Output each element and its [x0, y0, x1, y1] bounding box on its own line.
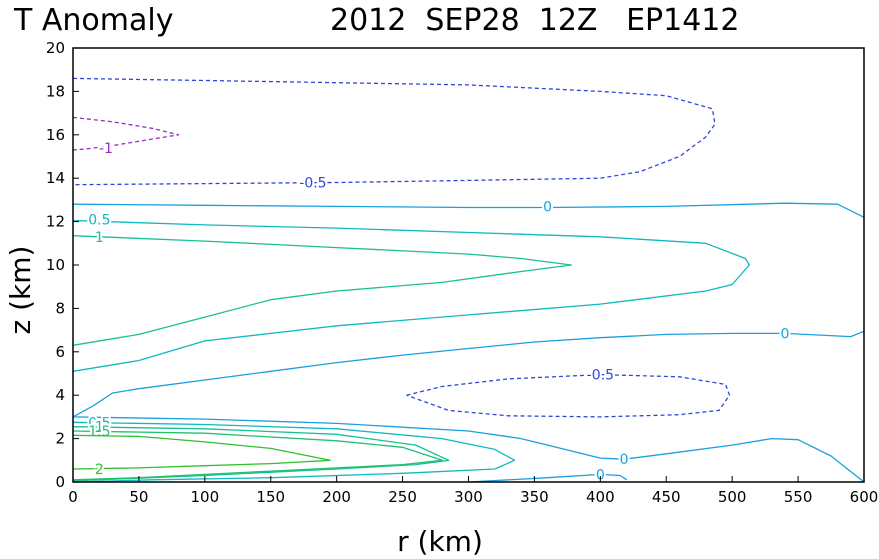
contour-line — [72, 219, 750, 372]
y-tick-label: 10 — [46, 256, 65, 274]
contour-label: 0 — [620, 452, 629, 468]
x-tick-label: 50 — [129, 488, 148, 506]
title-right: 2012 SEP28 12Z EP1412 — [330, 3, 739, 38]
contour-label: 0 — [780, 326, 789, 342]
contour-line — [72, 430, 443, 481]
contour-line — [72, 77, 716, 186]
contour-label: 1 — [95, 420, 104, 436]
contour-label: 1 — [95, 230, 104, 246]
contour-line — [406, 373, 731, 418]
x-axis-label: r (km) — [397, 525, 483, 558]
contour-line — [72, 116, 180, 151]
x-tick-label: 450 — [652, 488, 681, 506]
y-axis-ticks: 0 2 4 6 8 10 12 14 16 18 20 — [46, 39, 79, 491]
contour-line — [72, 416, 865, 483]
x-tick-label: 300 — [454, 488, 483, 506]
title-left: T Anomaly — [13, 3, 173, 38]
contour-label: -0.5 — [299, 176, 326, 192]
y-tick-label: 18 — [46, 82, 65, 100]
x-tick-label: 400 — [586, 488, 615, 506]
x-tick-label: 550 — [784, 488, 813, 506]
y-tick-label: 8 — [55, 299, 65, 317]
y-tick-label: 12 — [46, 213, 65, 231]
plot-frame — [72, 47, 865, 483]
contour-line — [468, 473, 628, 483]
y-tick-label: 0 — [55, 473, 65, 491]
x-tick-label: 200 — [322, 488, 351, 506]
x-tick-label: 500 — [718, 488, 747, 506]
x-tick-label: 350 — [520, 488, 549, 506]
y-tick-label: 20 — [46, 39, 65, 57]
y-tick-label: 16 — [46, 126, 65, 144]
contour-line — [72, 330, 865, 418]
contour-label: -1 — [99, 141, 113, 157]
contour-label: 0.5 — [88, 212, 110, 228]
x-tick-label: 150 — [256, 488, 285, 506]
x-axis-ticks: 0 50 100 150 200 250 300 350 400 450 500 550 600 — [68, 476, 878, 506]
y-tick-label: 2 — [55, 430, 65, 448]
contour-line — [72, 426, 450, 482]
y-tick-label: 4 — [55, 386, 65, 404]
x-tick-label: 600 — [850, 488, 879, 506]
contour-label: 0 — [596, 467, 605, 483]
contour-label: 0 — [543, 199, 552, 215]
y-tick-label: 14 — [46, 169, 65, 187]
contour-line — [72, 202, 865, 218]
contour-line — [72, 421, 516, 483]
contour-line — [72, 235, 572, 346]
contour-label: 1.5 — [88, 424, 110, 440]
contour-label: -0.5 — [587, 368, 614, 384]
x-tick-label: 0 — [68, 488, 78, 506]
x-tick-label: 100 — [191, 488, 220, 506]
x-tick-label: 250 — [388, 488, 417, 506]
y-axis-label: z (km) — [4, 246, 37, 335]
y-tick-label: 6 — [55, 343, 65, 361]
contour-line — [72, 434, 331, 470]
contour-label: 2 — [95, 462, 104, 478]
